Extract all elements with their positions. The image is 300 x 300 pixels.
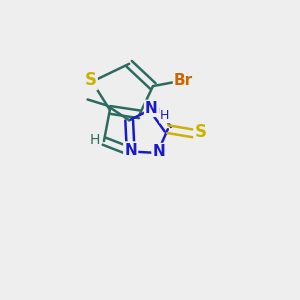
Text: N: N (124, 142, 137, 158)
Text: H: H (90, 133, 100, 147)
Text: Br: Br (174, 73, 193, 88)
Text: S: S (85, 71, 97, 89)
Text: N: N (145, 101, 158, 116)
Text: S: S (194, 123, 206, 141)
Text: H: H (160, 109, 170, 122)
Text: N: N (152, 144, 165, 159)
